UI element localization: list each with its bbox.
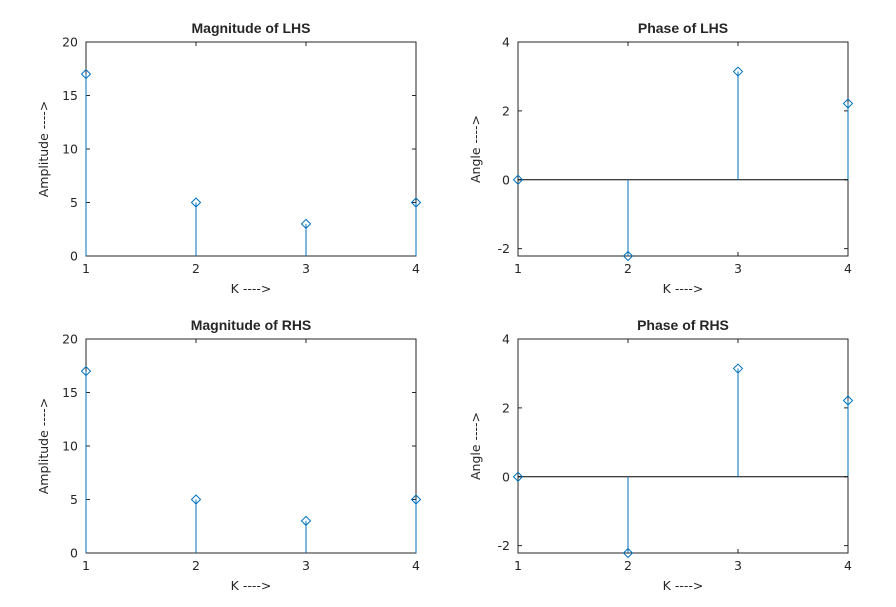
y-axis-label: Amplitude ---->	[36, 398, 51, 495]
y-tick-label: 4	[502, 332, 510, 347]
x-tick-label: 3	[734, 558, 742, 573]
stem-marker	[190, 494, 202, 505]
stem-marker	[732, 66, 744, 77]
x-tick-label: 2	[624, 261, 632, 276]
plot-area	[517, 41, 849, 257]
y-tick-label: 5	[70, 492, 78, 507]
plot-area	[85, 41, 417, 257]
plot-area	[517, 338, 849, 554]
stem-marker	[622, 250, 634, 262]
y-tick-label: -2	[498, 538, 510, 553]
y-tick-label: 20	[62, 35, 78, 50]
x-axis-label: K ---->	[231, 578, 272, 593]
y-tick-label: 4	[502, 35, 510, 50]
x-tick-label: 4	[844, 558, 852, 573]
y-axis-label: Angle ---->	[468, 412, 483, 480]
x-tick-label: 2	[624, 558, 632, 573]
y-tick-label: 0	[70, 249, 78, 264]
y-axis-label: Amplitude ---->	[36, 101, 51, 198]
stem-marker	[410, 197, 422, 208]
y-tick-label: 20	[62, 332, 78, 347]
y-tick-label: 0	[502, 172, 510, 187]
stem-marker	[732, 363, 744, 374]
subplot-magnitude-lhs: 1 2 3 4 0 5 10 15 20 Magnitude of LHS K ----> Ampli…	[36, 20, 422, 296]
y-tick-label: 0	[70, 546, 78, 561]
x-tick-label: 4	[412, 558, 420, 573]
y-tick-label: 0	[502, 469, 510, 484]
subplot-phase-lhs: 1 2 3 4 -2 0 2 4 Phase of LHS K ----> Angle ---->	[468, 20, 854, 296]
x-tick-label: 1	[514, 261, 522, 276]
x-axis-label: K ---->	[663, 281, 704, 296]
x-axis-label: K ---->	[231, 281, 272, 296]
x-tick-label: 2	[192, 558, 200, 573]
stem-marker	[80, 365, 92, 377]
x-tick-label: 2	[192, 261, 200, 276]
stem-marker	[512, 174, 524, 185]
y-tick-label: 15	[62, 385, 78, 400]
stem-marker	[300, 218, 312, 230]
y-tick-label: 5	[70, 195, 78, 210]
y-axis-label: Angle ---->	[468, 115, 483, 183]
plot-area	[85, 338, 417, 554]
stem-marker	[842, 395, 854, 406]
stem-marker	[842, 98, 854, 109]
y-tick-label: 2	[502, 400, 510, 415]
subplot-phase-rhs: 1 2 3 4 -2 0 2 4 Phase of RHS K ----> Angle ---->	[468, 317, 854, 593]
subplot-magnitude-rhs: 1 2 3 4 0 5 10 15 20 Magnitude of RHS K ----> Ampli…	[36, 317, 422, 593]
y-tick-label: 10	[62, 439, 78, 454]
x-tick-label: 3	[302, 261, 310, 276]
stem-marker	[410, 494, 422, 505]
stem-marker	[512, 471, 524, 482]
chart-title: Magnitude of LHS	[192, 20, 311, 36]
x-tick-label: 4	[844, 261, 852, 276]
x-tick-label: 3	[302, 558, 310, 573]
y-tick-label: -2	[498, 241, 510, 256]
y-tick-label: 15	[62, 88, 78, 103]
x-axis-label: K ---->	[663, 578, 704, 593]
y-tick-label: 10	[62, 142, 78, 157]
chart-title: Phase of LHS	[638, 20, 728, 36]
stem-marker	[622, 547, 634, 559]
stem-marker	[80, 68, 92, 80]
x-tick-label: 1	[82, 558, 90, 573]
x-tick-label: 1	[82, 261, 90, 276]
stem-marker	[190, 197, 202, 208]
x-tick-label: 3	[734, 261, 742, 276]
x-tick-label: 1	[514, 558, 522, 573]
chart-title: Magnitude of RHS	[191, 317, 312, 333]
x-tick-label: 4	[412, 261, 420, 276]
stem-marker	[300, 515, 312, 527]
y-tick-label: 2	[502, 103, 510, 118]
chart-title: Phase of RHS	[637, 317, 729, 333]
